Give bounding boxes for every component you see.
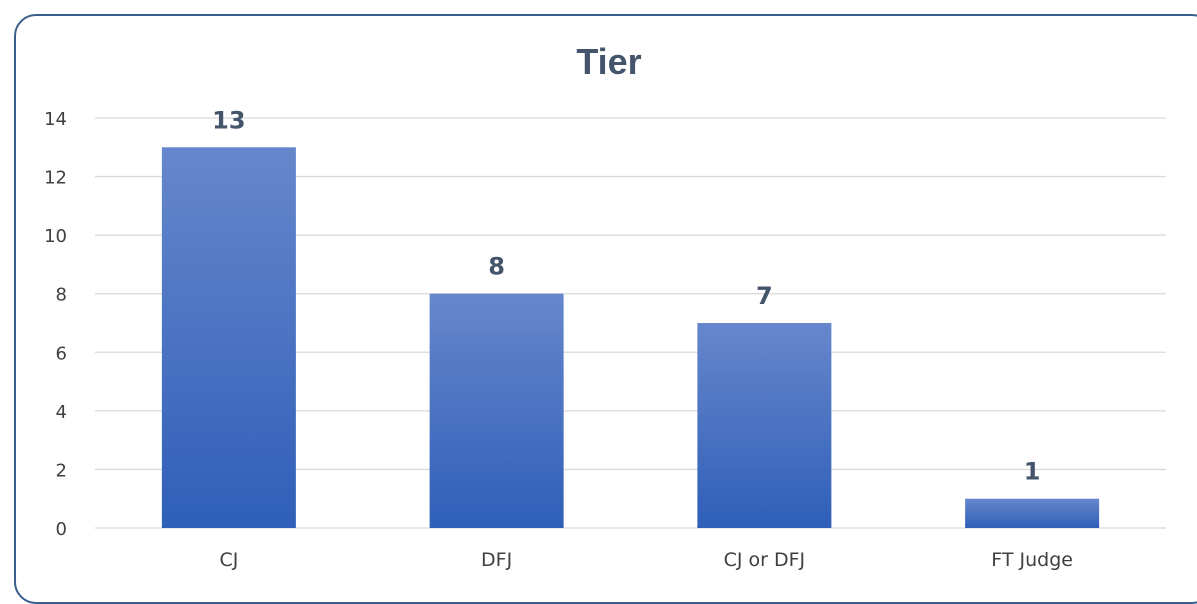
bar (161, 147, 296, 529)
x-tick-label: DFJ (481, 549, 512, 571)
y-tick-label: 2 (56, 460, 67, 481)
x-tick-label: FT Judge (991, 549, 1073, 571)
data-label: 8 (488, 253, 505, 281)
x-axis-ticks: CJ DFJ CJ or DFJ FT Judge (219, 549, 1073, 571)
y-tick-label: 10 (44, 226, 67, 247)
bar (965, 498, 1100, 528)
data-labels: 13 8 7 1 (212, 106, 1040, 485)
data-label: 13 (212, 106, 245, 134)
y-tick-label: 12 (44, 168, 67, 189)
y-tick-label: 14 (44, 109, 67, 130)
x-tick-label: CJ (219, 549, 238, 571)
y-tick-label: 6 (56, 343, 67, 364)
y-axis-ticks: 0 2 4 6 8 10 12 14 (44, 109, 67, 540)
bar (429, 293, 564, 528)
y-tick-label: 0 (56, 519, 67, 540)
y-tick-label: 4 (56, 402, 67, 423)
x-tick-label: CJ or DFJ (724, 549, 806, 571)
bar (697, 323, 832, 528)
data-label: 1 (1024, 458, 1041, 486)
chart-title: Tier (576, 41, 641, 82)
bars (161, 147, 1100, 529)
bar-chart: Tier 0 2 4 6 8 10 12 14 13 8 7 1 CJ DFJ CJ or DFJ FT … (44, 41, 1166, 571)
y-tick-label: 8 (56, 285, 67, 306)
data-label: 7 (756, 282, 773, 310)
